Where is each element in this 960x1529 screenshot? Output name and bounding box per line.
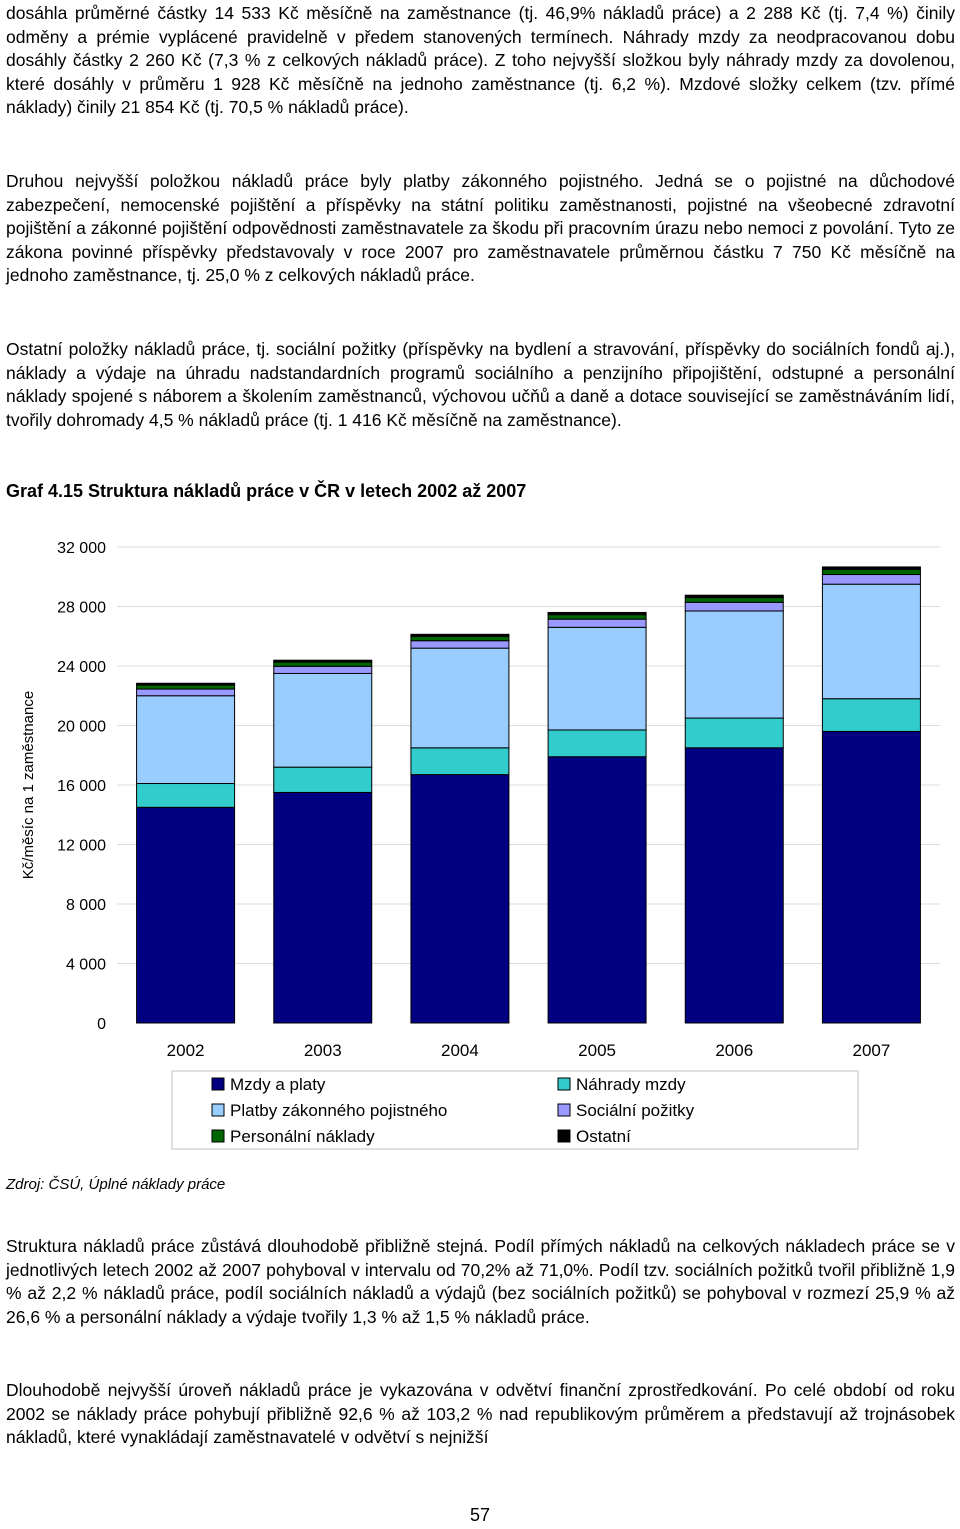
bar-segment (410, 647, 510, 749)
x-tick-label: 2006 (715, 1041, 753, 1060)
legend-swatch (557, 1077, 571, 1091)
legend-label: Náhrady mzdy (576, 1075, 686, 1094)
bar-segment (684, 747, 784, 1024)
bar-segment (273, 766, 373, 793)
bar-segment (547, 626, 647, 731)
bar-segment (136, 783, 236, 808)
bar-segment (410, 774, 510, 1024)
bar-segment (821, 574, 921, 585)
bar-segment (547, 611, 647, 616)
bar-segment (821, 568, 921, 576)
bar-segment (547, 729, 647, 758)
bar-segment (273, 661, 373, 667)
bar-segment (684, 717, 784, 749)
paragraph-finance: Dlouhodobě nejvyšší úroveň nákladů práce… (6, 1380, 955, 1448)
source-note: Zdroj: ČSÚ, Úplné náklady práce (6, 1176, 226, 1193)
x-tick-label: 2004 (441, 1041, 479, 1060)
x-tick-label: 2005 (578, 1041, 616, 1060)
page-number: 57 (469, 1505, 491, 1525)
bar-segment (136, 684, 236, 690)
bars (136, 566, 921, 1024)
x-tick-label: 2003 (304, 1041, 342, 1060)
legend-swatch (211, 1129, 225, 1143)
bar-segment (547, 618, 647, 628)
legend-label: Platby zákonného pojistného (230, 1101, 447, 1120)
y-tick-label: 4 000 (66, 957, 106, 974)
y-tick-label: 16 000 (57, 778, 106, 795)
legend-label: Mzdy a platy (230, 1075, 326, 1094)
bar-segment (273, 665, 373, 674)
bar-segment (136, 682, 236, 686)
legend-label: Personální náklady (230, 1127, 375, 1146)
bar-segment (410, 640, 510, 649)
stacked-bar-chart: 0 4 000 8 000 12 000 16 000 20 000 24 000 28 00… (20, 540, 940, 1150)
y-tick-label: 12 000 (57, 838, 106, 855)
bar-segment (273, 672, 373, 768)
y-tick-label: 24 000 (57, 659, 106, 676)
bar-segment (136, 688, 236, 697)
chart-caption: Graf 4.15 Struktura nákladů práce v ČR v… (6, 481, 527, 501)
bar-segment (547, 614, 647, 620)
x-axis-ticks: 2002 2003 2004 2005 2006 2007 (167, 1041, 891, 1060)
bar-segment (821, 583, 921, 700)
bar-segment (821, 730, 921, 1024)
legend-swatch (211, 1077, 225, 1091)
bar-segment (410, 747, 510, 776)
y-tick-label: 28 000 (57, 600, 106, 617)
bar-segment (684, 594, 784, 599)
y-tick-label: 32 000 (57, 540, 106, 557)
legend-swatch (557, 1129, 571, 1143)
paragraph-other-items: Ostatní položky nákladů práce, tj. sociá… (6, 339, 955, 430)
bar-segment (821, 698, 921, 732)
y-tick-label: 0 (97, 1016, 106, 1033)
paragraph-wages: dosáhla průměrné částky 14 533 Kč měsíčn… (6, 3, 955, 118)
legend-swatch (211, 1103, 225, 1117)
bar-segment (684, 601, 784, 612)
paragraph-insurance: Druhou nejvyšší položkou nákladů práce b… (6, 171, 955, 286)
bar-segment (684, 610, 784, 719)
x-tick-label: 2007 (853, 1041, 891, 1060)
y-axis-ticks: 0 4 000 8 000 12 000 16 000 20 000 24 000 28 00… (57, 540, 106, 1033)
bar-segment (410, 633, 510, 637)
gridlines (117, 546, 940, 964)
bar-segment (136, 806, 236, 1024)
y-axis-label: Kč/měsíc na 1 zaměstnance (20, 691, 37, 879)
legend-swatch (557, 1103, 571, 1117)
x-tick-label: 2002 (167, 1041, 205, 1060)
legend-label: Ostatní (576, 1127, 631, 1146)
bar-segment (547, 756, 647, 1024)
legend-label: Sociální požitky (576, 1101, 695, 1120)
legend: Mzdy a platy Náhrady mzdy Platby zákonného… (211, 1075, 695, 1146)
bar-segment (273, 659, 373, 663)
y-tick-label: 8 000 (66, 897, 106, 914)
bar-segment (136, 695, 236, 785)
y-tick-label: 20 000 (57, 719, 106, 736)
bar-segment (410, 635, 510, 642)
legend-box (171, 1070, 859, 1150)
bar-segment (684, 597, 784, 603)
bar-segment (273, 791, 373, 1024)
bar-segment (821, 566, 921, 570)
paragraph-structure: Struktura nákladů práce zůstává dlouhodo… (6, 1236, 955, 1327)
